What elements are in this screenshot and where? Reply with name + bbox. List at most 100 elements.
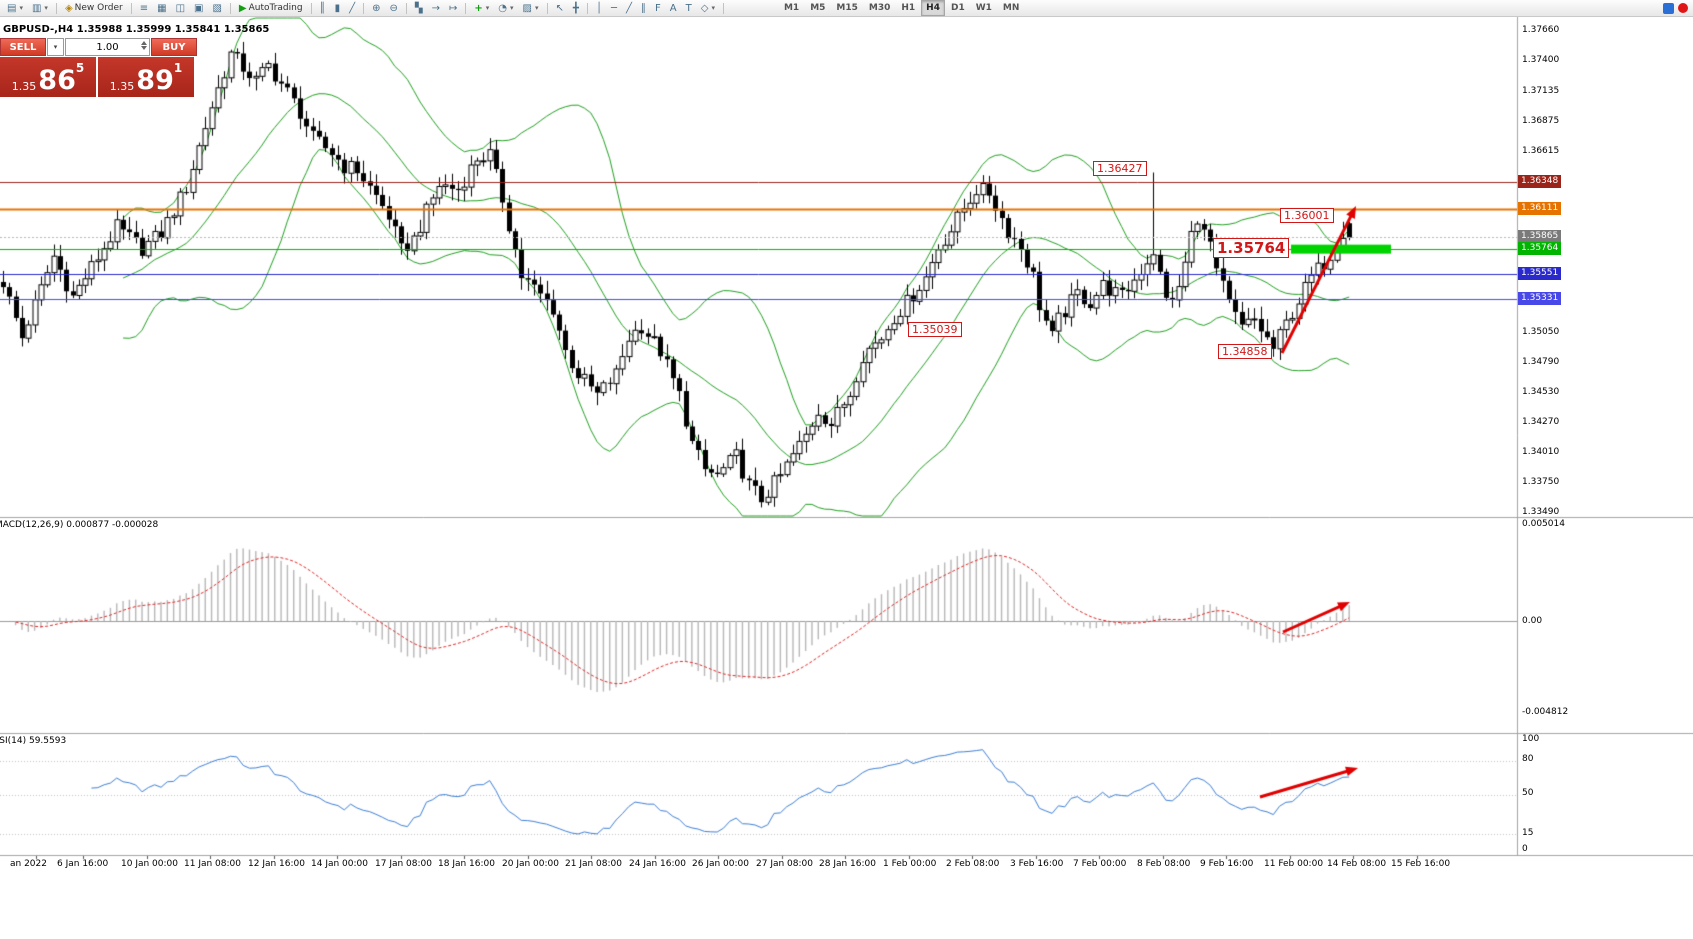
profiles-button[interactable]: ▥ ▾ — [28, 0, 52, 16]
toolbar-separator — [310, 2, 312, 14]
buy-price-box[interactable]: 1.35 89 1 — [98, 57, 194, 97]
autotrading-icon: ▶ — [238, 2, 247, 14]
data-window-button[interactable]: ▦ — [153, 0, 170, 16]
text-label-button[interactable]: T — [682, 0, 696, 16]
zoom-out-button[interactable]: ⊖ — [386, 0, 402, 16]
chevron-down-icon[interactable]: ▾ — [535, 4, 539, 12]
toolbar-separator — [546, 2, 548, 14]
autotrading-button[interactable]: ▶ AutoTrading — [235, 0, 307, 16]
indicators-button[interactable]: + ▾ — [470, 0, 493, 16]
auto-scroll-icon: → — [431, 2, 440, 14]
community-icon[interactable] — [1663, 2, 1674, 14]
zoom-out-icon: ⊖ — [389, 2, 398, 14]
chevron-down-icon[interactable]: ▾ — [44, 4, 48, 12]
volume-stepper[interactable] — [141, 41, 147, 50]
price-tag-1.35865: 1.35865 — [1518, 230, 1562, 243]
volume-input[interactable]: 1.00 — [65, 38, 150, 56]
cursor-button[interactable]: ↖ — [552, 0, 568, 16]
timeframe-m5-button[interactable]: M5 — [810, 3, 826, 13]
one-click-trading-panel: SELL ▾ 1.00 BUY 1.35 86 5 1.35 89 1 — [0, 38, 197, 97]
volume-value: 1.00 — [96, 41, 119, 53]
candlestick-chart-button[interactable]: ▮ — [331, 0, 345, 16]
vertical-line-button[interactable]: │ — [592, 0, 606, 16]
toolbar-corner — [1663, 2, 1690, 14]
timeframe-mn-button[interactable]: MN — [1002, 3, 1020, 13]
timeframe-h1-button[interactable]: H1 — [901, 3, 916, 13]
new-order-button[interactable]: ◈ New Order — [61, 0, 127, 16]
chevron-down-icon[interactable]: ▾ — [19, 4, 23, 12]
price-annotation-1.35764[interactable]: 1.35764 — [1213, 238, 1290, 258]
templates-button[interactable]: ▨ ▾ — [519, 0, 543, 16]
timeframe-m1-button[interactable]: M1 — [783, 3, 800, 13]
sell-button[interactable]: SELL — [0, 38, 46, 56]
time-axis-label: 10 Jan 00:00 — [121, 859, 178, 869]
buy-button[interactable]: BUY — [151, 38, 197, 56]
price-tag-1.36111: 1.36111 — [1518, 202, 1562, 215]
crosshair-button[interactable]: ╋ — [569, 0, 583, 16]
timeframe-m15-button[interactable]: M15 — [836, 3, 858, 13]
chevron-down-icon[interactable]: ▾ — [485, 4, 490, 12]
new-chart-icon: ▤ — [7, 2, 17, 14]
price-axis-label: 1.33750 — [1522, 477, 1560, 487]
timeframe-h4-button[interactable]: H4 — [921, 0, 945, 16]
navigator-button[interactable]: ◫ — [172, 0, 189, 16]
price-axis-label: 1.34270 — [1522, 417, 1560, 427]
price-axis-label: 1.37660 — [1522, 25, 1560, 35]
buy-price-prefix: 1.35 — [109, 80, 135, 93]
rsi-scale-label: 80 — [1522, 754, 1534, 764]
timeframe-d1-button[interactable]: D1 — [950, 3, 965, 13]
fibonacci-button[interactable]: F — [651, 0, 665, 16]
zoom-in-button[interactable]: ⊕ — [368, 0, 384, 16]
time-axis-label: 7 Feb 00:00 — [1073, 859, 1127, 869]
arrows-icon: ◇ — [700, 2, 709, 14]
price-annotation-1.36001[interactable]: 1.36001 — [1280, 208, 1334, 224]
new-chart-button[interactable]: ▤ ▾ — [3, 0, 27, 16]
timeframe-m30-button[interactable]: M30 — [868, 3, 891, 13]
price-tag-1.35331: 1.35331 — [1518, 292, 1562, 305]
price-annotation-1.35039[interactable]: 1.35039 — [908, 322, 962, 338]
toolbar-separator — [405, 2, 407, 14]
rsi-scale-label: 15 — [1522, 828, 1534, 838]
horizontal-line-icon: ─ — [610, 2, 617, 14]
price-annotation-1.34858[interactable]: 1.34858 — [1218, 344, 1272, 360]
chevron-down-icon[interactable]: ▾ — [510, 4, 514, 12]
market-watch-button[interactable]: ≡ — [136, 0, 152, 16]
rsi-scale-label: 100 — [1522, 734, 1540, 744]
time-axis-label: 18 Jan 16:00 — [438, 859, 495, 869]
price-annotation-1.36427[interactable]: 1.36427 — [1093, 161, 1147, 177]
tile-windows-icon: ▚ — [414, 2, 423, 14]
trendline-icon: ╱ — [626, 2, 633, 14]
chart-shift-button[interactable]: ↦ — [445, 0, 461, 16]
periods-button[interactable]: ◔ ▾ — [494, 0, 517, 16]
tile-windows-button[interactable]: ▚ — [411, 0, 427, 16]
price-tag-1.36348: 1.36348 — [1518, 175, 1562, 188]
candlestick-chart-icon: ▮ — [334, 2, 341, 14]
sell-price-box[interactable]: 1.35 86 5 — [0, 57, 96, 97]
periods-icon: ◔ — [498, 2, 508, 14]
horizontal-line-button[interactable]: ─ — [607, 0, 621, 16]
toolbar-buttons: ▤ ▾ ▥ ▾ ◈ New Order ≡ ▦ ◫ ▣ ▧ ▶ AutoTrading ║ ▮ ╱ ⊕ ⊖ ▚ → ↦ +… — [3, 0, 727, 16]
text-button[interactable]: A — [666, 0, 681, 16]
chevron-down-icon[interactable]: ▾ — [711, 4, 715, 12]
time-axis[interactable]: an 2022 6 Jan 16:00 10 Jan 00:00 11 Jan 08:… — [0, 856, 1517, 872]
sell-price-sup: 5 — [75, 61, 85, 75]
text-icon: A — [669, 2, 677, 14]
auto-scroll-button[interactable]: → — [428, 0, 444, 16]
price-axis[interactable]: 1.37660 1.37400 1.37135 1.36875 1.36615 1.350… — [1517, 0, 1693, 939]
toolbar-separator — [229, 2, 231, 14]
terminal-button[interactable]: ▣ — [190, 0, 207, 16]
toolbar-separator — [465, 2, 467, 14]
notification-badge-icon[interactable] — [1678, 3, 1688, 13]
line-chart-button[interactable]: ╱ — [345, 0, 359, 16]
equidistant-channel-button[interactable]: ∥ — [637, 0, 650, 16]
volume-dropdown-button[interactable]: ▾ — [47, 38, 64, 56]
toolbar-separator — [363, 2, 365, 14]
bar-chart-button[interactable]: ║ — [316, 0, 330, 16]
strategy-tester-button[interactable]: ▧ — [208, 0, 225, 16]
timeframe-w1-button[interactable]: W1 — [975, 3, 992, 13]
arrows-button[interactable]: ◇ ▾ — [697, 0, 719, 16]
macd-indicator-label: MACD(12,26,9) 0.000877 -0.000028 — [0, 520, 158, 530]
trendline-button[interactable]: ╱ — [622, 0, 636, 16]
